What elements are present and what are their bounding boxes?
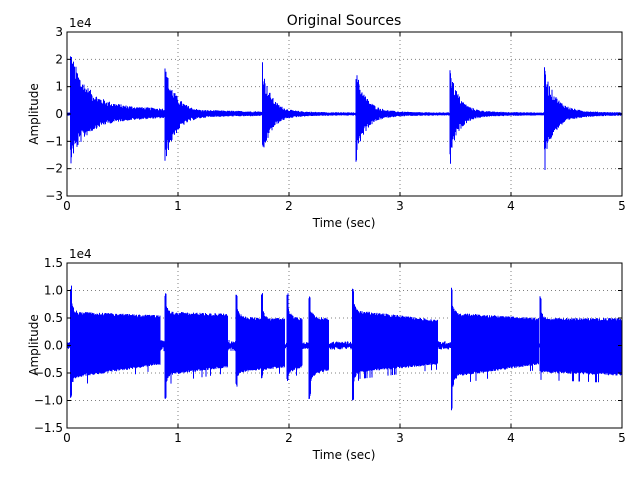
bottom-y-multiplier: 1e4 xyxy=(69,247,92,261)
top-subplot: Original Sources 0 1 2 3 4 5 3 2 1 0 −1 −2 −3 1e4 Ti… xyxy=(27,13,626,230)
y-tick-label: 1 xyxy=(55,80,63,94)
top-ticks: 0 1 2 3 4 5 3 2 1 0 −1 −2 −3 xyxy=(45,25,626,213)
x-tick-label: 3 xyxy=(396,431,404,445)
x-tick-label: 1 xyxy=(174,199,182,213)
y-tick-label: 0 xyxy=(55,107,63,121)
y-tick-label: 0.0 xyxy=(44,339,63,353)
bottom-x-axis-label: Time (sec) xyxy=(312,448,376,462)
y-tick-label: 0.5 xyxy=(44,311,63,325)
x-tick-label: 4 xyxy=(507,199,515,213)
y-tick-label: 1.0 xyxy=(44,284,63,298)
y-tick-label: −1.5 xyxy=(34,421,63,435)
top-y-axis-label: Amplitude xyxy=(27,83,41,145)
x-tick-label: 3 xyxy=(396,199,404,213)
y-tick-label: 3 xyxy=(55,25,63,39)
y-tick-label: −1 xyxy=(45,134,63,148)
y-tick-label: 2 xyxy=(55,52,63,66)
y-tick-label: 1.5 xyxy=(44,256,63,270)
x-tick-label: 2 xyxy=(285,431,293,445)
top-y-multiplier: 1e4 xyxy=(69,16,92,30)
chart-title: Original Sources xyxy=(287,13,402,29)
x-tick-label: 5 xyxy=(618,431,626,445)
bottom-subplot: 0 1 2 3 4 5 1.5 1.0 0.5 0.0 −0.5 −1.0 −1.5 1e4 Time … xyxy=(27,247,626,462)
x-tick-label: 4 xyxy=(507,431,515,445)
x-tick-label: 0 xyxy=(63,199,71,213)
y-tick-label: −1.0 xyxy=(34,394,63,408)
x-tick-label: 2 xyxy=(285,199,293,213)
bottom-ticks: 0 1 2 3 4 5 1.5 1.0 0.5 0.0 −0.5 −1.0 −1.5 xyxy=(34,256,626,445)
y-tick-label: −0.5 xyxy=(34,366,63,380)
y-tick-label: −2 xyxy=(45,162,63,176)
y-tick-label: −3 xyxy=(45,189,63,203)
x-tick-label: 0 xyxy=(63,431,71,445)
top-x-axis-label: Time (sec) xyxy=(312,216,376,230)
bottom-y-axis-label: Amplitude xyxy=(27,314,41,376)
x-tick-label: 5 xyxy=(618,199,626,213)
x-tick-label: 1 xyxy=(174,431,182,445)
